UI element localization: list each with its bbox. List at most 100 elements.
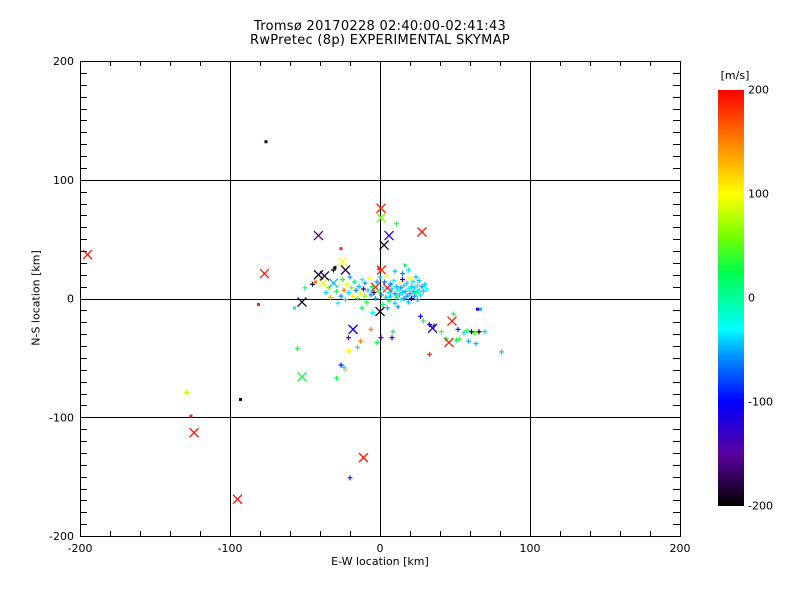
scatter-point [398,297,404,303]
scatter-point [418,313,423,319]
scatter-point [401,296,407,301]
scatter-point [371,290,377,296]
scatter-point [350,293,356,299]
plot-title-line2: RwPretec (8p) EXPERIMENTAL SKYMAP [249,33,510,48]
scatter-point [347,475,353,481]
scatter-point [361,286,366,292]
scatter-point [343,297,348,303]
scatter-point [386,298,392,304]
scatter-point [410,279,416,285]
scatter-point [232,494,243,505]
scatter-point [356,284,362,290]
scatter-point [346,290,351,296]
scatter-point [454,337,459,343]
scatter-point [346,348,351,354]
scatter-point [380,285,386,291]
scatter-point [367,275,372,281]
scatter-point [355,344,360,350]
y-axis-tick-label: 0 [67,293,74,306]
scatter-point [397,280,402,286]
scatter-point [323,290,329,296]
y-axis-tick-label: -100 [49,411,74,424]
scatter-point [368,292,374,298]
scatter-point [400,277,405,282]
scatter-point [413,274,419,280]
scatter-point [189,414,193,418]
scatter-point [375,306,385,317]
scatter-point [410,288,416,294]
scatter-point [259,268,270,279]
scatter-point [358,291,363,297]
scatter-point [444,337,454,348]
scatter-point [346,335,351,341]
scatter-point [407,275,413,281]
scatter-point [359,277,365,282]
scatter-point [365,287,371,293]
scatter-point [389,335,395,341]
scatter-point [364,299,369,305]
scatter-point [373,296,378,301]
scatter-point [239,397,242,401]
plot-title: Tromsø 20170228 02:40:00-02:41:43 RwPret… [80,20,680,48]
plot-title-line1: Tromsø 20170228 02:40:00-02:41:43 [253,19,507,34]
scatter-point [344,281,350,287]
scatter-point [340,277,345,282]
scatter-point [439,329,444,335]
scatter-point [362,293,368,299]
scatter-point [382,279,387,285]
scatter-point [184,389,189,395]
scatter-point [377,267,381,271]
scatter-point [328,294,333,300]
scatter-point [403,263,407,267]
colorbar-tick-label: -200 [748,499,773,513]
scatter-point [424,286,429,292]
scatter-point [313,269,324,280]
scatter-point [310,281,315,287]
scatter-point [326,285,332,291]
scatter-point [386,290,392,296]
x-axis-title: E-W location [km] [331,555,429,568]
x-axis-tick-label: -100 [218,542,243,555]
scatter-point [409,284,414,290]
y-axis-tick-label: 200 [53,55,74,68]
scatter-point [338,362,344,368]
scatter-point [358,338,363,344]
scatter-point [419,284,425,290]
scatter-point [417,227,427,237]
scatter-point [352,279,357,285]
scatter-point [404,280,410,286]
scatter-point [401,282,407,288]
scatter-point [189,427,199,438]
scatter-point [416,287,422,293]
scatter-point [392,291,398,297]
scatter-point [455,326,461,332]
scatter-point [447,316,457,327]
scatter-point [333,266,337,270]
scatter-point [313,230,324,241]
scatter-point [394,284,399,290]
scatter-point [473,341,479,347]
scatter-point [383,294,389,300]
scatter-point [349,285,354,291]
scatter-point [362,280,368,286]
x-axis-tick-label: -200 [68,542,93,555]
scatter-point [335,300,341,306]
x-axis-tick-label: 100 [520,542,541,555]
scatter-point [331,267,336,273]
y-axis-tick-label: 100 [53,174,74,187]
colorbar-gradient [718,90,744,506]
scatter-point [394,294,399,300]
scatter-point [374,279,380,285]
scatter-point [451,311,456,317]
y-axis-tick-label: -200 [49,530,74,543]
scatter-point [403,288,408,294]
scatter-point [398,285,404,291]
scatter-point [397,292,402,298]
colorbar-tick-label: -100 [748,395,773,409]
x-axis-tick-label: 0 [377,542,384,555]
scatter-point [337,256,348,267]
scatter-point [341,287,347,293]
scatter-point [264,140,268,144]
